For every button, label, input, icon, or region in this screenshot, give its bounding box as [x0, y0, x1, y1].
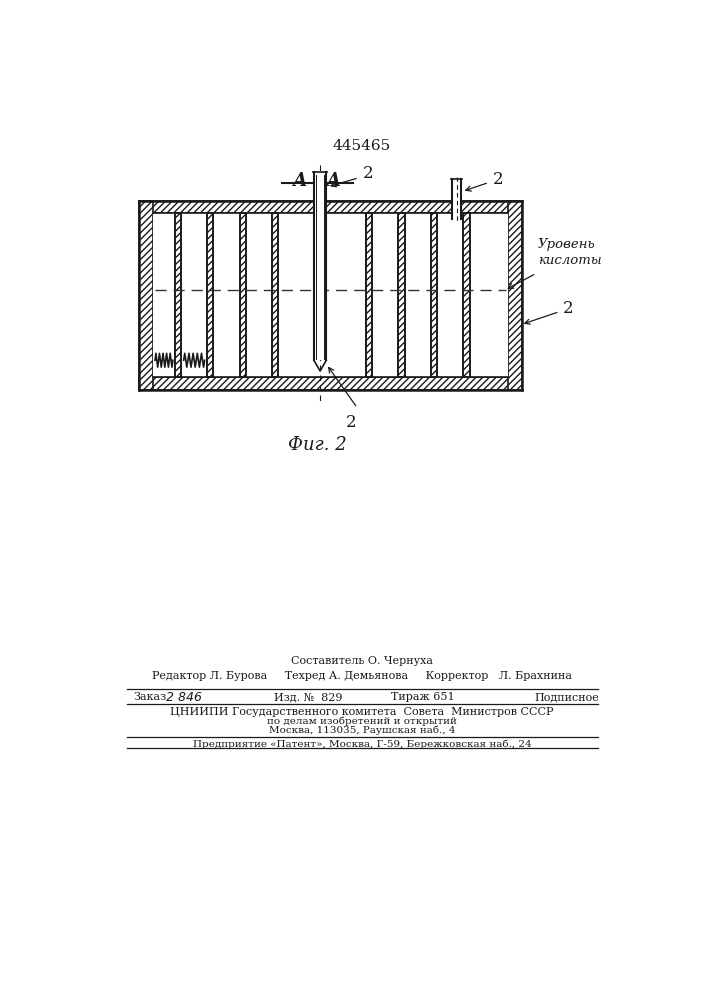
Text: Предприятие «Патент», Москва, Г-59, Бережковская наб., 24: Предприятие «Патент», Москва, Г-59, Бере…: [192, 740, 531, 749]
Text: по делам изобретений и открытий: по делам изобретений и открытий: [267, 717, 457, 726]
Text: Москва, 113035, Раушская наб., 4: Москва, 113035, Раушская наб., 4: [269, 726, 455, 735]
Text: Подписное: Подписное: [534, 692, 599, 702]
Text: Редактор Л. Бурова     Техред А. Демьянова     Корректор   Л. Брахнина: Редактор Л. Бурова Техред А. Демьянова К…: [152, 671, 572, 681]
Text: 2 846: 2 846: [166, 691, 202, 704]
Text: 2: 2: [563, 300, 573, 317]
Text: Тираж 651: Тираж 651: [391, 692, 455, 702]
Text: 445465: 445465: [333, 139, 391, 153]
Bar: [207, 213, 213, 377]
Bar: [139, 377, 522, 390]
Bar: [452, 179, 461, 219]
Text: 2: 2: [493, 171, 503, 188]
Text: 2: 2: [363, 165, 373, 182]
Bar: [366, 213, 372, 377]
Bar: [431, 213, 437, 377]
Bar: [315, 172, 325, 360]
Text: 2: 2: [346, 414, 356, 431]
Text: Изд. №  829: Изд. № 829: [274, 692, 343, 702]
Bar: [508, 201, 522, 389]
Bar: [464, 213, 469, 377]
Text: Фиг. 2: Фиг. 2: [288, 436, 346, 454]
Text: Уровень
кислоты: Уровень кислоты: [538, 238, 602, 267]
Bar: [139, 201, 153, 389]
Bar: [175, 213, 182, 377]
Text: Заказ: Заказ: [134, 692, 166, 702]
Bar: [153, 213, 508, 377]
Text: Составитель О. Чернуха: Составитель О. Чернуха: [291, 656, 433, 666]
Bar: [139, 201, 522, 213]
Bar: [272, 213, 279, 377]
Bar: [398, 213, 404, 377]
Text: ЦНИИПИ Государственного комитета  Совета  Министров СССР: ЦНИИПИ Государственного комитета Совета …: [170, 707, 554, 717]
Bar: [240, 213, 246, 377]
Text: А - А: А - А: [293, 172, 341, 190]
